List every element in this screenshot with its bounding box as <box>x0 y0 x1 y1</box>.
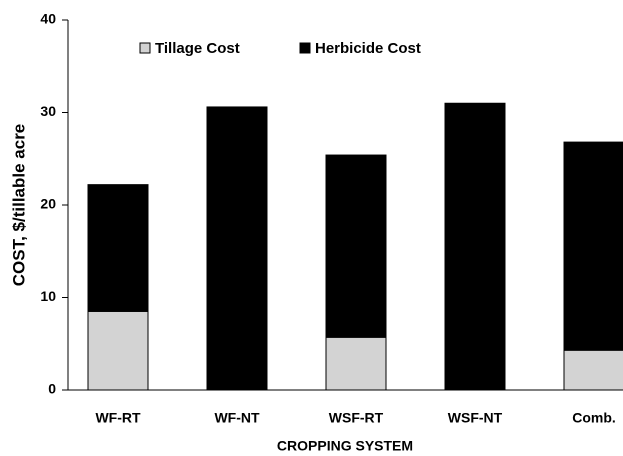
x-tick-label: Comb. <box>572 410 616 426</box>
bar-segment <box>325 154 387 338</box>
bar-segment <box>87 310 149 391</box>
legend-label: Tillage Cost <box>155 40 240 57</box>
bar-segment <box>325 336 387 391</box>
x-tick-label: WSF-NT <box>448 410 503 426</box>
y-tick-label: 30 <box>40 103 56 119</box>
x-axis-label: CROPPING SYSTEM <box>277 438 413 454</box>
x-tick-label: WSF-RT <box>329 410 384 426</box>
y-tick-label: 20 <box>40 196 56 212</box>
y-tick-label: 40 <box>40 11 56 27</box>
x-tick-label: WF-RT <box>95 410 141 426</box>
bar-segment <box>563 141 623 351</box>
legend-swatch <box>139 42 151 54</box>
legend-label: Herbicide Cost <box>315 40 421 57</box>
y-axis-label: COST, $/tillable acre <box>9 124 28 287</box>
y-tick-label: 0 <box>48 381 56 397</box>
bar-segment <box>444 102 506 391</box>
legend-swatch <box>299 42 311 54</box>
bar-segment <box>206 106 268 391</box>
bar-segment <box>87 184 149 312</box>
y-tick-label: 10 <box>40 288 56 304</box>
bar-segment <box>563 349 623 391</box>
x-tick-label: WF-NT <box>214 410 260 426</box>
